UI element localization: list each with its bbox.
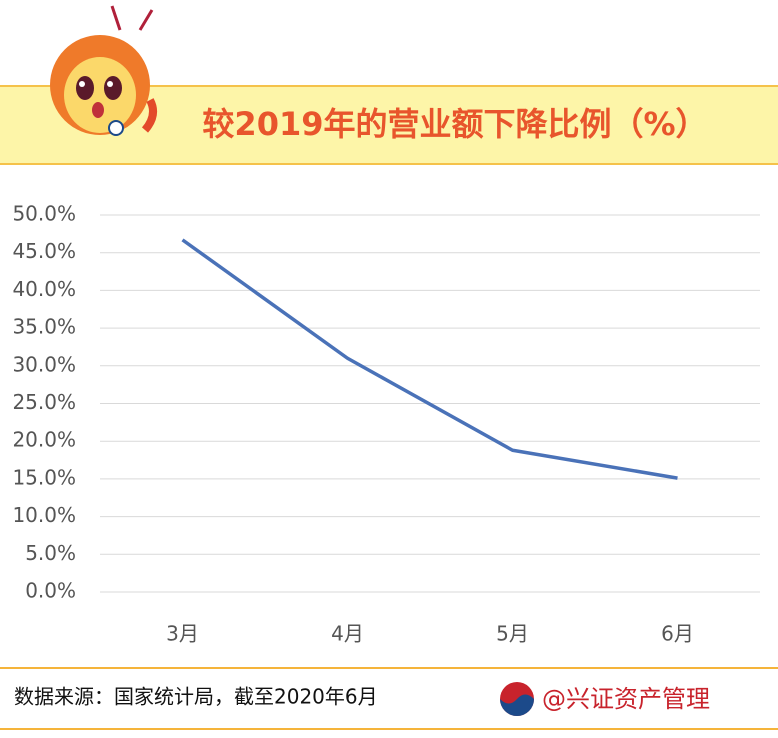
y-tick-label: 0.0% (25, 579, 76, 603)
y-tick-label: 5.0% (25, 541, 76, 565)
data-line (181, 238, 678, 480)
chart-title: 较2019年的营业额下降比例（%） (202, 105, 707, 143)
y-tick-label: 45.0% (12, 239, 76, 263)
y-tick-label: 25.0% (12, 390, 76, 414)
mascot (50, 5, 158, 136)
y-tick-label: 20.0% (12, 428, 76, 452)
y-tick-label: 50.0% (12, 202, 76, 226)
source-note: 数据来源：国家统计局，截至2020年6月 (14, 685, 378, 709)
x-tick-label: 3月 (166, 622, 199, 646)
y-tick-label: 10.0% (12, 503, 76, 527)
brand-logo (500, 682, 534, 716)
x-tick-label: 6月 (661, 622, 694, 646)
brand-name: @兴证资产管理 (542, 685, 710, 713)
y-tick-label: 35.0% (12, 315, 76, 339)
y-tick-label: 15.0% (12, 465, 76, 489)
x-tick-label: 5月 (496, 622, 529, 646)
x-tick-label: 4月 (331, 622, 364, 646)
y-tick-label: 40.0% (12, 277, 76, 301)
y-tick-label: 30.0% (12, 352, 76, 376)
